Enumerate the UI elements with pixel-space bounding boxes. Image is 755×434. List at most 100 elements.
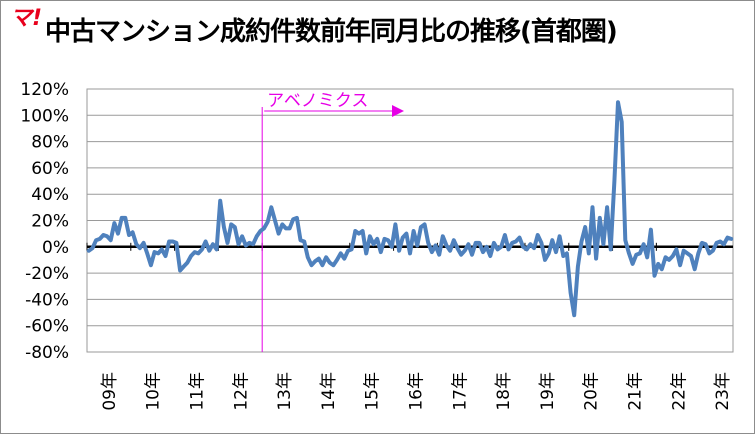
data-point [361, 229, 365, 233]
data-point [682, 249, 686, 253]
data-point [583, 225, 587, 229]
x-tick-label: 12年 [231, 372, 251, 411]
data-point [302, 240, 306, 243]
data-point [576, 265, 580, 268]
data-point [372, 242, 375, 246]
data-point [561, 254, 565, 258]
y-tick-label: -20% [25, 264, 69, 284]
x-tick-label: 10年 [144, 372, 164, 411]
data-point [397, 249, 401, 253]
data-point [631, 262, 635, 266]
data-point [434, 244, 437, 247]
data-point [693, 267, 697, 271]
data-point [342, 257, 346, 261]
data-point [481, 250, 485, 254]
data-point [185, 261, 189, 265]
data-point [218, 199, 222, 203]
data-point [149, 263, 153, 267]
data-point [328, 261, 332, 265]
data-point [401, 236, 405, 240]
x-tick-label: 15年 [363, 372, 383, 411]
data-point [722, 242, 726, 246]
x-tick-label: 13年 [275, 372, 295, 411]
data-point [426, 241, 430, 245]
data-point [134, 242, 138, 246]
data-point [353, 229, 357, 233]
data-point [313, 259, 317, 263]
data-point [317, 257, 321, 261]
data-point [587, 251, 591, 255]
data-point [379, 250, 383, 254]
y-tick-label: 120% [20, 80, 69, 100]
x-tick-label: 16年 [406, 372, 426, 411]
data-point [554, 250, 558, 254]
data-point [91, 246, 94, 250]
data-point [616, 100, 620, 104]
data-point [711, 249, 715, 253]
data-point [412, 229, 416, 233]
data-point [120, 216, 124, 220]
data-point [350, 247, 354, 251]
data-point [507, 247, 510, 251]
data-point [598, 216, 602, 220]
y-tick-label: -40% [25, 290, 69, 310]
data-point [222, 225, 226, 229]
data-point [678, 263, 682, 267]
data-point [718, 240, 722, 243]
y-tick-label: 0% [42, 238, 69, 258]
data-point [357, 232, 361, 236]
data-point [229, 222, 233, 226]
data-point [364, 251, 368, 255]
data-point [485, 245, 489, 249]
data-point [528, 242, 532, 246]
data-point [591, 205, 594, 209]
data-point [685, 251, 689, 255]
data-point [131, 230, 135, 234]
data-point [171, 240, 175, 243]
x-tick-label: 23年 [713, 372, 733, 411]
data-point [233, 225, 237, 229]
data-point [543, 258, 547, 262]
data-point [518, 236, 521, 240]
data-point [383, 237, 386, 241]
data-point [514, 240, 518, 243]
y-tick-label: 60% [31, 159, 69, 179]
data-point [335, 258, 339, 262]
data-point [430, 250, 434, 254]
data-point [503, 233, 507, 237]
data-point [455, 246, 459, 250]
data-point [729, 237, 733, 241]
data-point [105, 234, 109, 238]
data-point [656, 262, 660, 266]
data-point [612, 179, 616, 183]
data-point [715, 241, 719, 245]
data-point [521, 245, 525, 249]
y-tick-label: 20% [31, 212, 69, 232]
data-point [415, 244, 419, 247]
data-point [448, 249, 452, 253]
data-point [306, 255, 310, 259]
data-point [258, 229, 262, 233]
data-point [653, 274, 656, 278]
data-point [466, 242, 470, 246]
data-point [193, 250, 197, 254]
data-point [463, 249, 467, 253]
x-tick-label: 22年 [669, 372, 689, 411]
data-point [277, 232, 281, 236]
data-point [689, 254, 693, 258]
data-point [525, 247, 529, 251]
data-point [204, 240, 208, 243]
data-point [284, 226, 288, 230]
data-point [423, 222, 427, 226]
data-point [368, 234, 372, 238]
data-point [492, 241, 496, 245]
data-point [156, 251, 160, 255]
data-point [664, 255, 667, 259]
data-point [499, 245, 503, 249]
data-point [452, 238, 456, 242]
data-point [594, 257, 598, 261]
data-point [299, 238, 302, 242]
data-point [696, 251, 700, 255]
data-point [627, 251, 631, 255]
data-point [704, 242, 708, 246]
